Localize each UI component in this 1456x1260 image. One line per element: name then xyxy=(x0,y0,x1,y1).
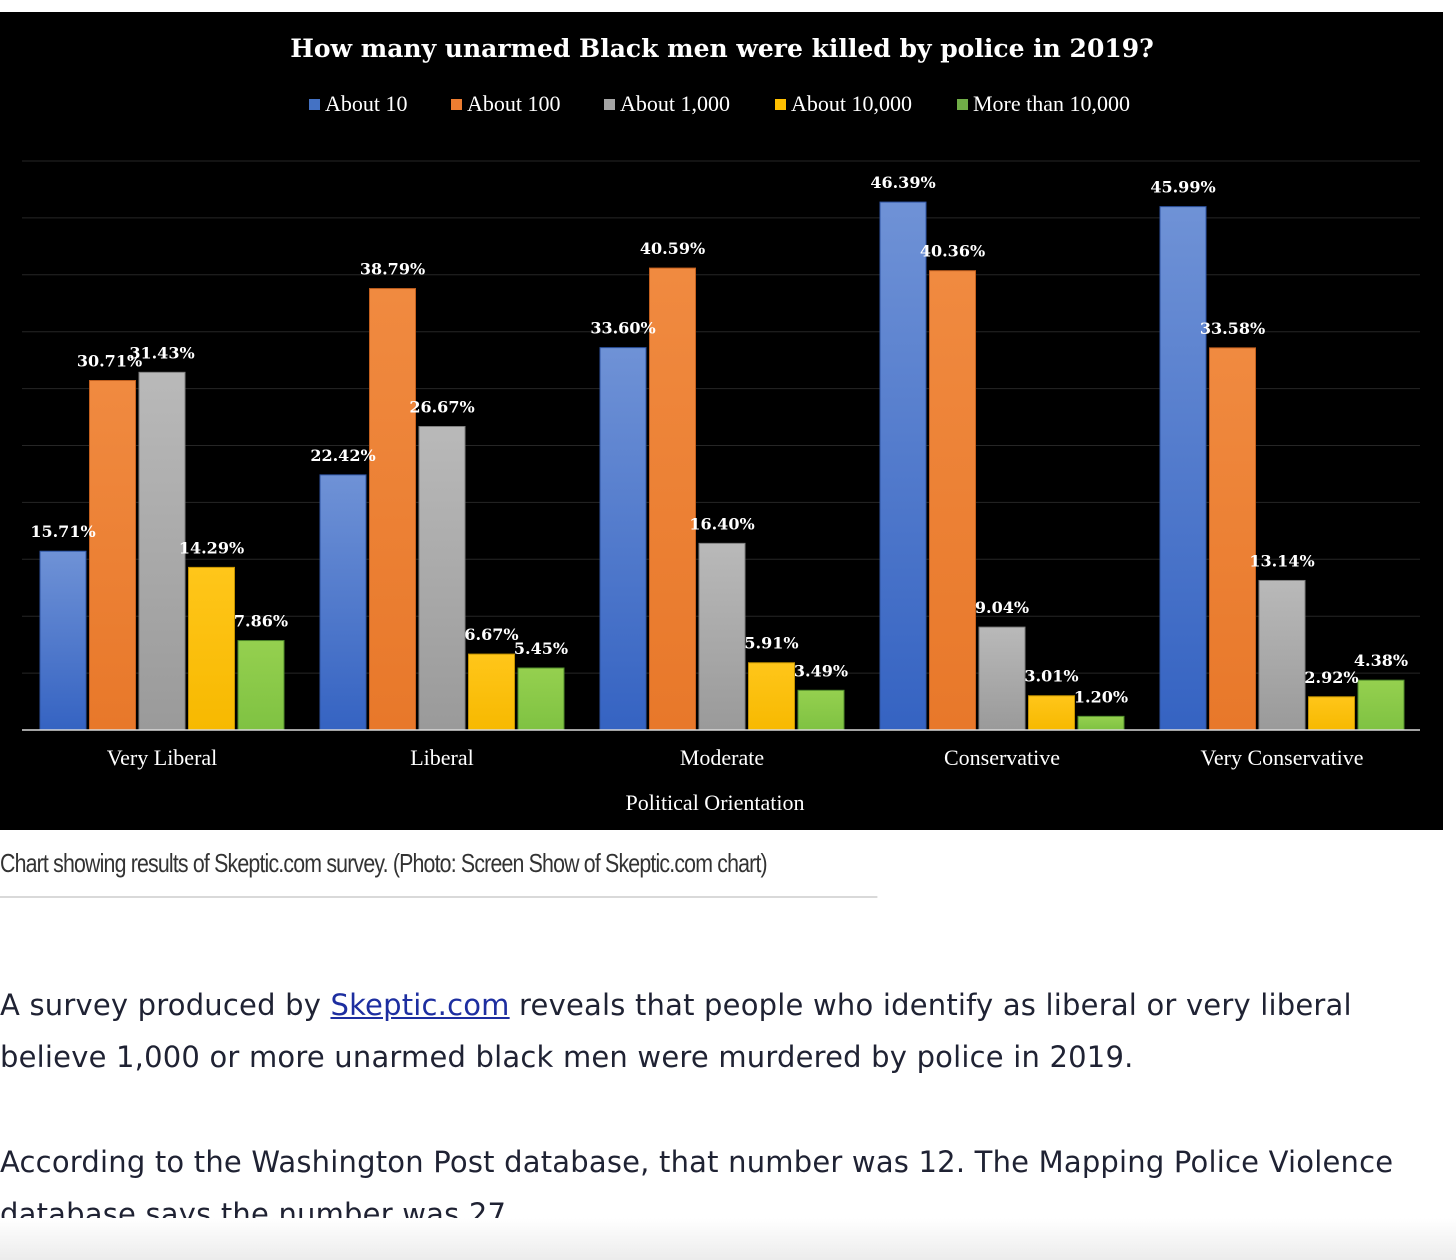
legend-label: About 10,000 xyxy=(791,91,912,116)
data-label: 9.04% xyxy=(975,598,1029,617)
data-label: 40.36% xyxy=(920,242,985,261)
x-axis-title: Political Orientation xyxy=(625,790,804,815)
article-paragraph-2: According to the Washington Post databas… xyxy=(0,1145,1394,1231)
article-paragraph-1: A survey produced by Skeptic.com reveals… xyxy=(0,979,1445,1083)
data-label: 22.42% xyxy=(310,446,375,465)
legend-swatch xyxy=(775,99,786,110)
bar xyxy=(1209,347,1256,731)
data-label: 15.71% xyxy=(30,522,95,541)
bar xyxy=(1028,695,1075,731)
data-label: 5.91% xyxy=(744,634,798,653)
bar xyxy=(879,201,927,731)
bottom-fade xyxy=(0,1218,1456,1260)
legend: About 10 About 100 About 1,000 About 10,000… xyxy=(309,91,1130,116)
chart-title: How many unarmed Black men were killed b… xyxy=(290,34,1154,63)
bar xyxy=(1258,579,1306,731)
category-label: Liberal xyxy=(410,745,474,770)
data-label: 5.45% xyxy=(514,639,568,658)
data-labels: 15.71% 22.42% 33.60% 46.39% 45.99% 30.71% 38.7… xyxy=(30,173,1408,706)
skeptic-link[interactable]: Skeptic.com xyxy=(330,988,510,1022)
bar xyxy=(319,474,367,731)
data-label: 30.71% xyxy=(77,352,142,371)
paragraph-1-text-end: reveals that people who identify as libe… xyxy=(0,988,1352,1074)
data-label: 6.67% xyxy=(464,625,518,644)
gridlines xyxy=(22,160,1420,674)
bar xyxy=(369,288,416,731)
paragraph-1-text-start: A survey produced by xyxy=(0,988,331,1022)
data-label: 16.40% xyxy=(689,514,754,533)
legend-label: More than 10,000 xyxy=(973,91,1130,116)
data-label: 26.67% xyxy=(409,397,474,416)
category-labels: Very Liberal Liberal Moderate Conservative V… xyxy=(107,745,1364,770)
bar xyxy=(418,425,466,731)
bar xyxy=(797,689,845,731)
bar xyxy=(517,667,565,731)
bar xyxy=(39,550,87,731)
bar xyxy=(748,662,795,731)
legend-label: About 100 xyxy=(467,91,561,116)
bar xyxy=(468,653,515,731)
data-label: 46.39% xyxy=(870,173,935,192)
data-label: 3.01% xyxy=(1024,667,1078,686)
data-label: 33.60% xyxy=(590,319,655,338)
bar xyxy=(929,270,976,731)
bar xyxy=(1308,696,1355,731)
bar xyxy=(1159,206,1207,731)
bar xyxy=(89,380,136,731)
category-label: Conservative xyxy=(944,745,1060,770)
data-label: 13.14% xyxy=(1249,551,1314,570)
data-label: 3.49% xyxy=(794,661,848,680)
bar xyxy=(649,267,696,731)
bars xyxy=(39,201,1405,731)
data-label: 2.92% xyxy=(1304,668,1358,687)
category-label: Moderate xyxy=(680,745,764,770)
legend-label: About 1,000 xyxy=(620,91,730,116)
legend-swatch xyxy=(604,99,615,110)
category-label: Very Liberal xyxy=(107,745,218,770)
data-label: 38.79% xyxy=(360,260,425,279)
bar xyxy=(188,566,235,731)
data-label: 4.38% xyxy=(1354,651,1408,670)
legend-swatch xyxy=(309,99,320,110)
data-label: 40.59% xyxy=(640,239,705,258)
data-label: 7.86% xyxy=(234,612,288,631)
legend-swatch xyxy=(957,99,968,110)
bar xyxy=(138,371,186,731)
data-label: 14.29% xyxy=(179,538,244,557)
bar xyxy=(698,542,746,731)
image-caption: Chart showing results of Skeptic.com sur… xyxy=(0,842,878,898)
bar xyxy=(1357,679,1405,731)
data-label: 31.43% xyxy=(129,343,194,362)
bar xyxy=(237,640,285,731)
data-label: 1.20% xyxy=(1074,687,1128,706)
legend-label: About 10 xyxy=(325,91,408,116)
bar xyxy=(599,347,647,731)
bar xyxy=(1077,715,1125,731)
data-label: 45.99% xyxy=(1150,178,1215,197)
bar-chart-svg: How many unarmed Black men were killed b… xyxy=(22,34,1420,815)
category-label: Very Conservative xyxy=(1200,745,1363,770)
data-label: 33.58% xyxy=(1200,319,1265,338)
legend-swatch xyxy=(451,99,462,110)
bar xyxy=(978,626,1026,731)
survey-chart: How many unarmed Black men were killed b… xyxy=(0,12,1443,830)
